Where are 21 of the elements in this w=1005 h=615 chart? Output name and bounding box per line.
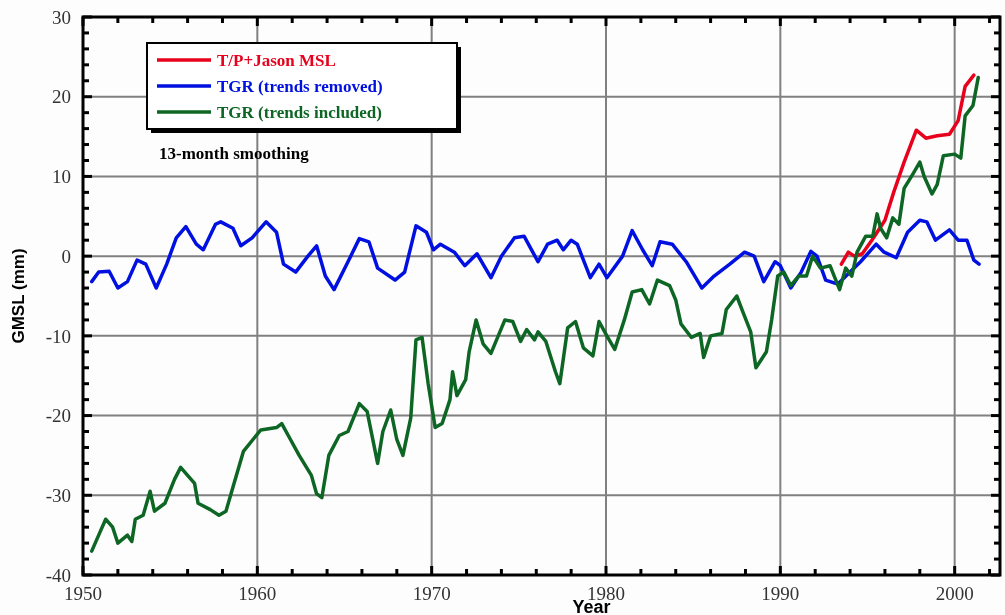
legend-label: TGR (trends included) <box>217 102 382 122</box>
y-tick-label: 10 <box>52 166 71 188</box>
annotation: 13-month smoothing <box>159 144 310 163</box>
x-tick-label: 2000 <box>935 583 974 604</box>
line-series <box>839 73 976 266</box>
x-tick-label: 1950 <box>64 583 102 604</box>
x-tick-label: 1990 <box>761 583 800 604</box>
y-tick-label: 30 <box>52 6 71 28</box>
y-axis-title: GMSL (mm) <box>9 248 28 344</box>
y-tick-label: 20 <box>52 86 71 108</box>
y-tick-label: -20 <box>45 405 71 427</box>
legend-label: TGR (trends removed) <box>217 76 383 96</box>
y-tick-label: -40 <box>45 564 71 586</box>
y-tick-label: -10 <box>45 325 71 347</box>
line-series <box>89 218 981 292</box>
line-series <box>89 75 980 553</box>
y-tick-label: 0 <box>61 245 71 267</box>
x-tick-label: 1960 <box>238 583 277 604</box>
x-tick-label: 1970 <box>412 583 451 604</box>
legend-label: T/P+Jason MSL <box>217 50 336 70</box>
y-tick-label: -30 <box>45 484 71 506</box>
